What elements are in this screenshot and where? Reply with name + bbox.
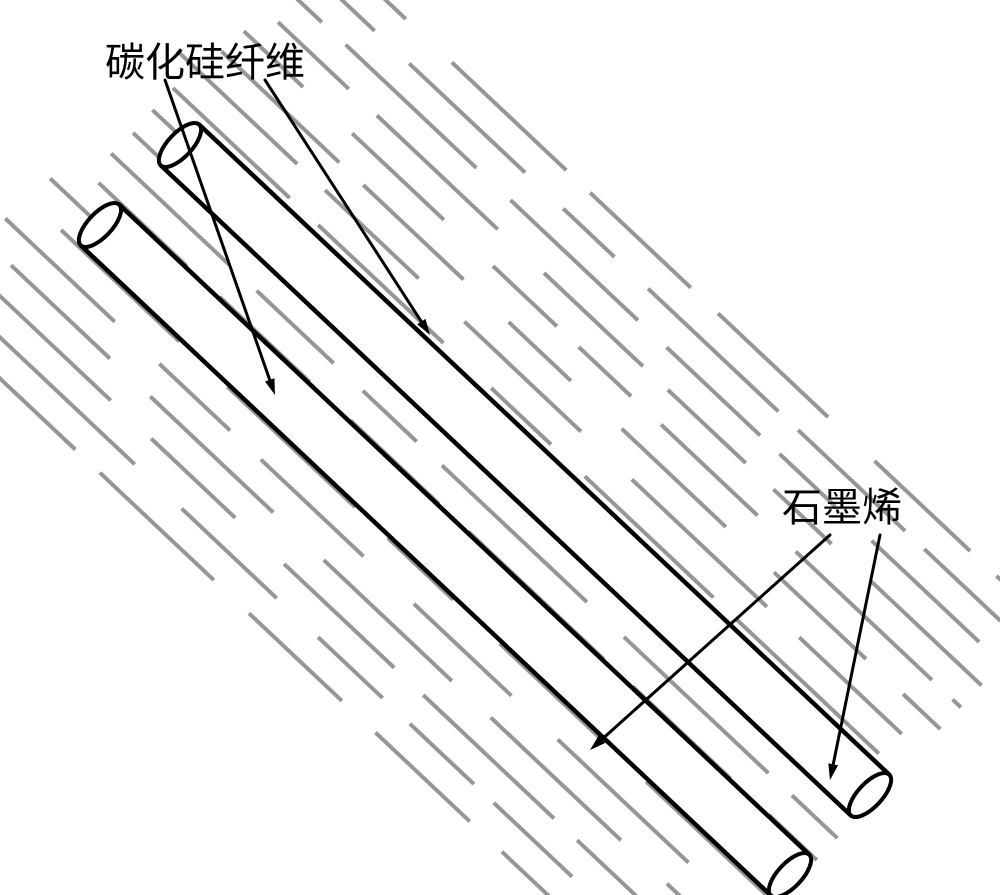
label-graphene: 石墨烯 — [782, 475, 902, 533]
diagram-svg — [0, 0, 1000, 895]
diagram-stage: 碳化硅纤维 石墨烯 — [0, 0, 1000, 895]
label-sic-fiber: 碳化硅纤维 — [105, 30, 305, 88]
